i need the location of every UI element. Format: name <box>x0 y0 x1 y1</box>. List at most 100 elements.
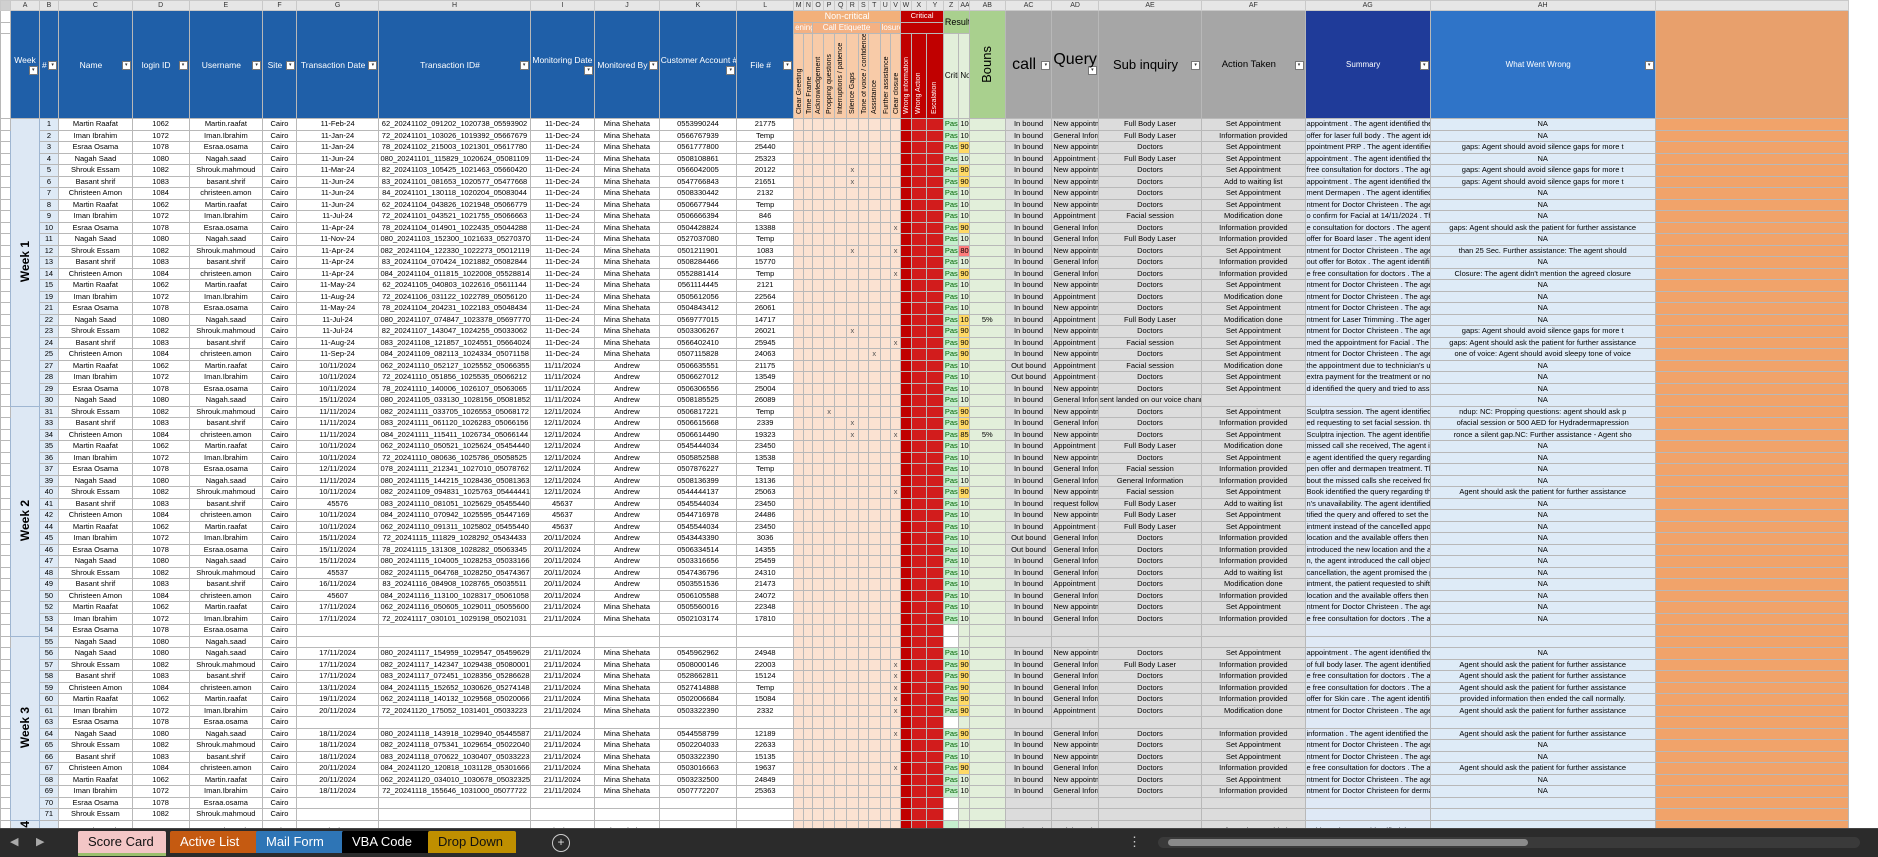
critical-result-cell[interactable]: Pass <box>942 198 960 211</box>
criteria-cell[interactable] <box>822 359 836 372</box>
action-taken-cell[interactable]: Set Appointment <box>1201 325 1306 338</box>
call-type-cell[interactable]: In bound <box>1004 325 1053 338</box>
criteria-cell[interactable] <box>812 762 824 775</box>
name-cell[interactable]: Nagah Saad <box>58 647 133 660</box>
criteria-cell[interactable] <box>889 635 902 648</box>
column-header[interactable]: P <box>822 0 836 11</box>
monitored-by-cell[interactable]: Andrew <box>594 371 660 384</box>
query-cell[interactable]: General Information <box>1051 129 1099 142</box>
transaction-id-cell[interactable]: 082_20241104_122330_1022273_05012119 <box>378 244 531 257</box>
file-number-cell[interactable]: 24310 <box>736 566 795 579</box>
criteria-cell[interactable] <box>834 359 847 372</box>
login-id-cell[interactable]: 1072 <box>131 532 190 545</box>
login-id-cell[interactable]: 1084 <box>131 187 190 200</box>
critical-result-cell[interactable]: Pass <box>942 118 960 131</box>
criteria-cell[interactable] <box>926 221 944 234</box>
criteria-cell[interactable]: x <box>889 704 902 717</box>
criteria-cell[interactable] <box>834 762 847 775</box>
sub-inquiry-cell[interactable]: Doctors <box>1097 175 1203 188</box>
username-cell[interactable]: christeen.amon <box>188 681 264 694</box>
criteria-cell[interactable] <box>867 290 881 303</box>
query-cell[interactable]: New appointment <box>1051 141 1099 154</box>
row-number-cell[interactable]: 40 <box>38 486 60 499</box>
summary-cell[interactable]: ntment for Doctor Christeen . The agent … <box>1304 325 1431 338</box>
name-cell[interactable]: Christeen Amon <box>58 187 133 200</box>
criteria-cell[interactable] <box>910 612 928 625</box>
criteria-cell[interactable] <box>857 670 869 683</box>
bouns-cell[interactable] <box>968 451 1006 464</box>
criteria-cell[interactable] <box>812 773 824 786</box>
bouns-cell[interactable] <box>968 658 1006 671</box>
criteria-cell[interactable] <box>803 532 814 545</box>
what-went-wrong-cell[interactable]: NA <box>1429 543 1656 556</box>
noncritical-score-cell[interactable]: 100% <box>958 394 970 407</box>
call-type-cell[interactable]: In bound <box>1004 520 1053 533</box>
file-number-cell[interactable]: 14355 <box>736 543 795 556</box>
critical-result-cell[interactable]: Pass <box>942 221 960 234</box>
criteria-cell[interactable] <box>803 152 814 165</box>
call-type-cell[interactable]: In bound <box>1004 762 1053 775</box>
action-taken-cell[interactable]: Set Appointment <box>1201 486 1306 499</box>
criteria-cell[interactable] <box>867 819 881 828</box>
row-number-cell[interactable]: 25 <box>38 348 60 361</box>
criteria-cell[interactable] <box>822 175 836 188</box>
criteria-cell[interactable] <box>834 819 847 828</box>
column-header[interactable]: H <box>378 0 531 11</box>
table-row[interactable]: 71 Shrouk Essam 1082 Shrouk.mahmoud Cairo <box>0 808 1878 821</box>
criteria-cell[interactable] <box>879 808 891 821</box>
criteria-cell[interactable] <box>867 164 881 177</box>
criteria-cell[interactable] <box>910 233 928 246</box>
criteria-cell[interactable] <box>926 566 944 579</box>
extra-cell[interactable] <box>1654 635 1850 648</box>
criteria-cell[interactable] <box>867 601 881 614</box>
noncritical-score-cell[interactable]: 90% <box>958 348 970 361</box>
table-row[interactable]: 49 Basant shrif 1083 basant.shrif Cairo 16/11… <box>0 578 1878 591</box>
criteria-cell[interactable] <box>834 394 847 407</box>
criteria-cell[interactable] <box>803 290 814 303</box>
file-number-cell[interactable]: 25945 <box>736 336 795 349</box>
monitoring-date-cell[interactable]: 11-Dec-24 <box>529 256 596 269</box>
monitored-by-cell[interactable] <box>594 796 660 809</box>
action-taken-cell[interactable]: Information provided <box>1201 256 1306 269</box>
summary-cell[interactable]: Sculptra session. The agent identified t… <box>1304 405 1431 418</box>
extra-cell[interactable] <box>1654 785 1850 798</box>
criteria-cell[interactable] <box>900 578 912 591</box>
criteria-cell[interactable] <box>879 670 891 683</box>
bouns-cell[interactable] <box>968 325 1006 338</box>
extra-cell[interactable] <box>1654 141 1850 154</box>
criteria-cell[interactable] <box>857 267 869 280</box>
criteria-cell[interactable] <box>867 244 881 257</box>
what-went-wrong-cell[interactable]: NA <box>1429 198 1656 211</box>
criteria-cell[interactable] <box>834 566 847 579</box>
transaction-date-cell[interactable] <box>295 624 380 637</box>
row-number-cell[interactable]: 23 <box>38 325 60 338</box>
criteria-cell[interactable] <box>846 727 859 740</box>
customer-account-cell[interactable]: 0504843412 <box>658 302 738 315</box>
name-cell[interactable]: Iman Ibrahim <box>58 290 133 303</box>
select-all-corner[interactable] <box>0 0 12 11</box>
criteria-cell[interactable] <box>812 451 824 464</box>
site-cell[interactable]: Cairo <box>262 727 297 740</box>
prev-sheet-icon[interactable]: ◀ <box>10 836 19 848</box>
criteria-cell[interactable] <box>889 302 902 315</box>
filter-dropdown-icon[interactable]: ▾ <box>1419 60 1429 70</box>
criteria-cell[interactable] <box>867 394 881 407</box>
login-id-cell[interactable]: 1072 <box>131 290 190 303</box>
transaction-id-cell[interactable]: 83_20241104_070424_1021882_05082844 <box>378 256 531 269</box>
sub-inquiry-cell[interactable]: Doctors <box>1097 417 1203 430</box>
username-cell[interactable]: Martin.raafat <box>188 359 264 372</box>
criteria-cell[interactable] <box>803 773 814 786</box>
critical-result-cell[interactable]: Pass <box>942 359 960 372</box>
criteria-cell[interactable] <box>879 796 891 809</box>
sub-inquiry-cell[interactable]: sent landed on our voice channel inquiri… <box>1097 394 1203 407</box>
table-row[interactable]: 39 Nagah Saad 1080 Nagah.saad Cairo 11/11/202… <box>0 474 1878 487</box>
action-taken-cell[interactable]: Set Appointment <box>1201 428 1306 441</box>
table-row[interactable]: 63 Esraa Osama 1078 Esraa.osama Cairo <box>0 716 1878 729</box>
summary-cell[interactable]: med the appointment for Facial . The age… <box>1304 336 1431 349</box>
call-type-cell[interactable]: In bound <box>1004 118 1053 131</box>
call-type-cell[interactable]: In bound <box>1004 221 1053 234</box>
criteria-cell[interactable] <box>867 647 881 660</box>
customer-account-cell[interactable]: 0502204033 <box>658 739 738 752</box>
transaction-date-cell[interactable] <box>295 635 380 648</box>
monitoring-date-cell[interactable] <box>529 796 596 809</box>
